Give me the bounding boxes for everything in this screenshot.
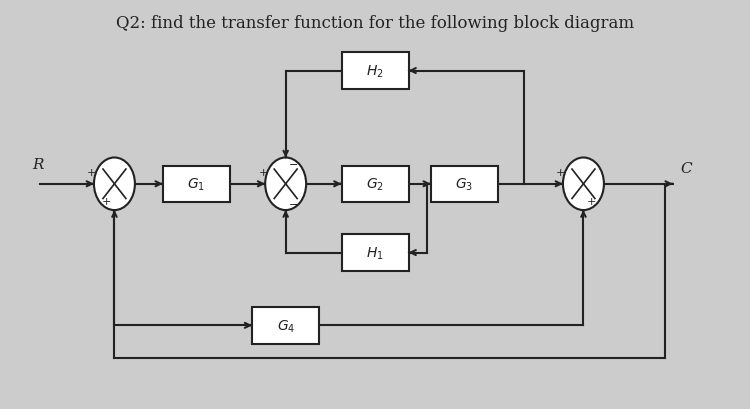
Text: $G_2$: $G_2$ (366, 176, 384, 193)
Text: +: + (87, 168, 97, 178)
Text: $G_3$: $G_3$ (455, 176, 473, 193)
Ellipse shape (266, 158, 306, 211)
Text: +: + (556, 168, 566, 178)
FancyBboxPatch shape (341, 166, 409, 202)
Text: −: − (290, 199, 298, 209)
Text: −: − (290, 160, 298, 169)
FancyBboxPatch shape (430, 166, 498, 202)
Text: Q2: find the transfer function for the following block diagram: Q2: find the transfer function for the f… (116, 15, 634, 32)
Text: $G_1$: $G_1$ (188, 176, 206, 193)
FancyBboxPatch shape (341, 235, 409, 271)
Text: $H_2$: $H_2$ (366, 63, 384, 79)
Text: $G_4$: $G_4$ (277, 317, 295, 334)
Text: $H_1$: $H_1$ (366, 245, 384, 261)
FancyBboxPatch shape (163, 166, 230, 202)
Text: C: C (680, 161, 692, 175)
Text: +: + (259, 168, 268, 178)
Text: R: R (32, 157, 44, 171)
FancyBboxPatch shape (341, 53, 409, 90)
FancyBboxPatch shape (252, 308, 320, 344)
Ellipse shape (563, 158, 604, 211)
Ellipse shape (94, 158, 135, 211)
Text: +: + (587, 196, 596, 206)
Text: +: + (101, 196, 111, 206)
